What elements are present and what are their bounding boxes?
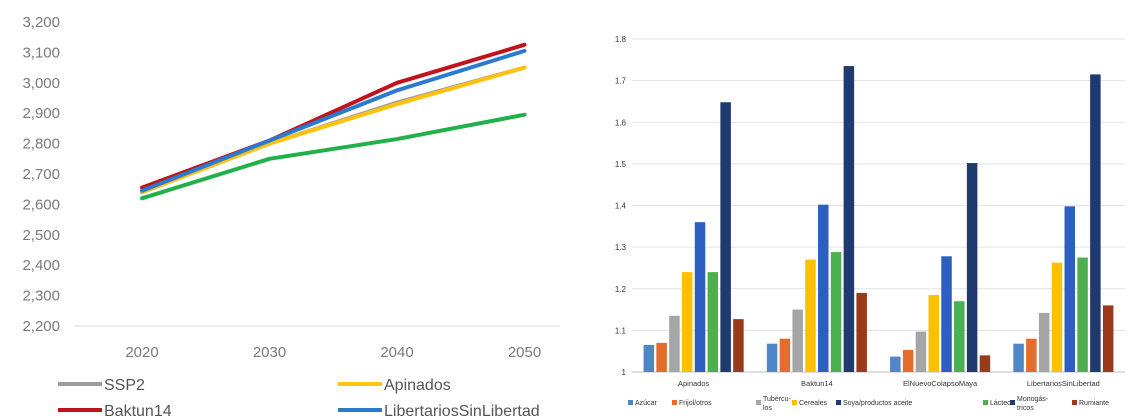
legend-swatch (983, 400, 988, 405)
bar-chart-bars (643, 66, 1114, 373)
x-category-label: Apinados (678, 379, 710, 388)
legend-label: tricos (1017, 405, 1034, 412)
legend-label: Soya/productos aceite (843, 400, 912, 407)
bar (1102, 305, 1114, 372)
line-chart-x-axis: 2020 2030 2040 2050 (75, 325, 560, 361)
bar (766, 343, 778, 372)
x-tick-label: 2020 (125, 344, 158, 361)
bar (1026, 338, 1037, 372)
y-tick-label: 1.1 (615, 326, 627, 335)
legend-swatch (1010, 400, 1015, 405)
legend-label: Tubércu- (763, 396, 791, 403)
x-tick-label: 2040 (380, 344, 413, 361)
bar (643, 344, 655, 372)
y-tick-label: 1.4 (615, 202, 627, 211)
legend-label: Frijol/otros (679, 400, 712, 407)
legend-label: Rumiante (1079, 400, 1109, 407)
bar (941, 256, 952, 372)
bar (818, 204, 829, 372)
bar (1051, 262, 1063, 372)
bar (1064, 206, 1076, 372)
bar (1038, 312, 1050, 372)
bar (1013, 343, 1024, 372)
legend-label: LibertariosSinLibertad (384, 403, 540, 419)
bar (779, 338, 791, 372)
y-tick-label: 3,100 (22, 44, 60, 61)
bar (915, 331, 927, 372)
line-chart-y-axis: 2,200 2,300 2,400 2,500 2,600 2,700 2,800 2,900… (22, 14, 60, 335)
y-tick-label: 3,200 (22, 14, 60, 31)
y-tick-label: 1.7 (615, 77, 627, 86)
bar (1090, 74, 1101, 372)
line-chart: 2,200 2,300 2,400 2,500 2,600 2,700 2,800 2,900… (22, 14, 560, 419)
series-line (140, 65, 527, 195)
bar (954, 301, 965, 372)
y-tick-label: 2,600 (22, 196, 60, 213)
bar (792, 309, 803, 372)
bar-chart-y-axis: 1 1.1 1.2 1.3 1.4 1.5 1.6 1.7 1.8 (615, 35, 627, 377)
bar-chart: 1 1.1 1.2 1.3 1.4 1.5 1.6 1.7 1.8 Apinados Baktun… (615, 35, 1125, 412)
x-category-label: ElNuevoColapsoMaya (903, 379, 978, 388)
y-tick-label: 1.3 (615, 243, 627, 252)
x-category-label: LibertariosSinLibertad (1027, 379, 1100, 388)
y-tick-label: 3,000 (22, 75, 60, 92)
legend-swatch (792, 400, 797, 405)
line-chart-legend: SSP2 Apinados Baktun14 LibertariosSinLibert… (58, 377, 540, 419)
bar (720, 102, 731, 373)
bar (830, 252, 842, 372)
y-tick-label: 2,500 (22, 227, 60, 244)
legend-label: los (763, 405, 772, 412)
bar (966, 163, 978, 372)
legend-label: Apinados (384, 377, 451, 394)
bar (669, 315, 680, 372)
legend-swatch (836, 400, 841, 405)
bar (979, 355, 991, 372)
legend-label: SSP2 (104, 377, 145, 394)
bar (694, 222, 706, 372)
x-tick-label: 2050 (508, 344, 541, 361)
bar-chart-legend: Azúcar Frijol/otros Tubércu-los Cereales Soy… (628, 396, 1109, 412)
series-line (140, 65, 527, 195)
y-tick-label: 1.6 (615, 118, 627, 127)
y-tick-label: 2,400 (22, 257, 60, 274)
legend-swatch (1072, 400, 1077, 405)
legend-label: Baktun14 (104, 403, 172, 419)
y-tick-label: 1.8 (615, 35, 627, 44)
bar (843, 66, 855, 373)
legend-swatch (756, 400, 761, 405)
bar (707, 272, 719, 372)
x-tick-label: 2030 (253, 344, 286, 361)
y-tick-label: 2,900 (22, 105, 60, 122)
y-tick-label: 2,700 (22, 166, 60, 183)
bar (928, 294, 939, 372)
series-line (140, 112, 527, 201)
bar (805, 259, 816, 372)
bar (1077, 257, 1088, 372)
bar-chart-x-axis: Apinados Baktun14 ElNuevoColapsoMaya Libert… (678, 379, 1100, 388)
legend-label: Azúcar (635, 400, 657, 407)
bar (890, 356, 901, 372)
series-line (140, 48, 527, 193)
y-tick-label: 2,200 (22, 318, 60, 335)
bar-chart-gridlines (632, 38, 1125, 373)
bar (681, 272, 693, 372)
legend-label: Lácteo (990, 400, 1011, 407)
y-tick-label: 1.2 (615, 285, 627, 294)
y-tick-label: 2,800 (22, 136, 60, 153)
legend-swatch (672, 400, 677, 405)
bar (902, 349, 914, 372)
y-tick-label: 1 (622, 368, 627, 377)
legend-label: Cereales (799, 400, 828, 407)
line-chart-series (140, 42, 527, 201)
bar (733, 319, 744, 372)
y-tick-label: 2,300 (22, 288, 60, 305)
legend-label: Monogás- (1017, 396, 1049, 403)
y-tick-label: 1.5 (615, 160, 627, 169)
bar (856, 292, 867, 372)
legend-swatch (628, 400, 633, 405)
bar (656, 342, 667, 372)
x-category-label: Baktun14 (801, 379, 833, 388)
